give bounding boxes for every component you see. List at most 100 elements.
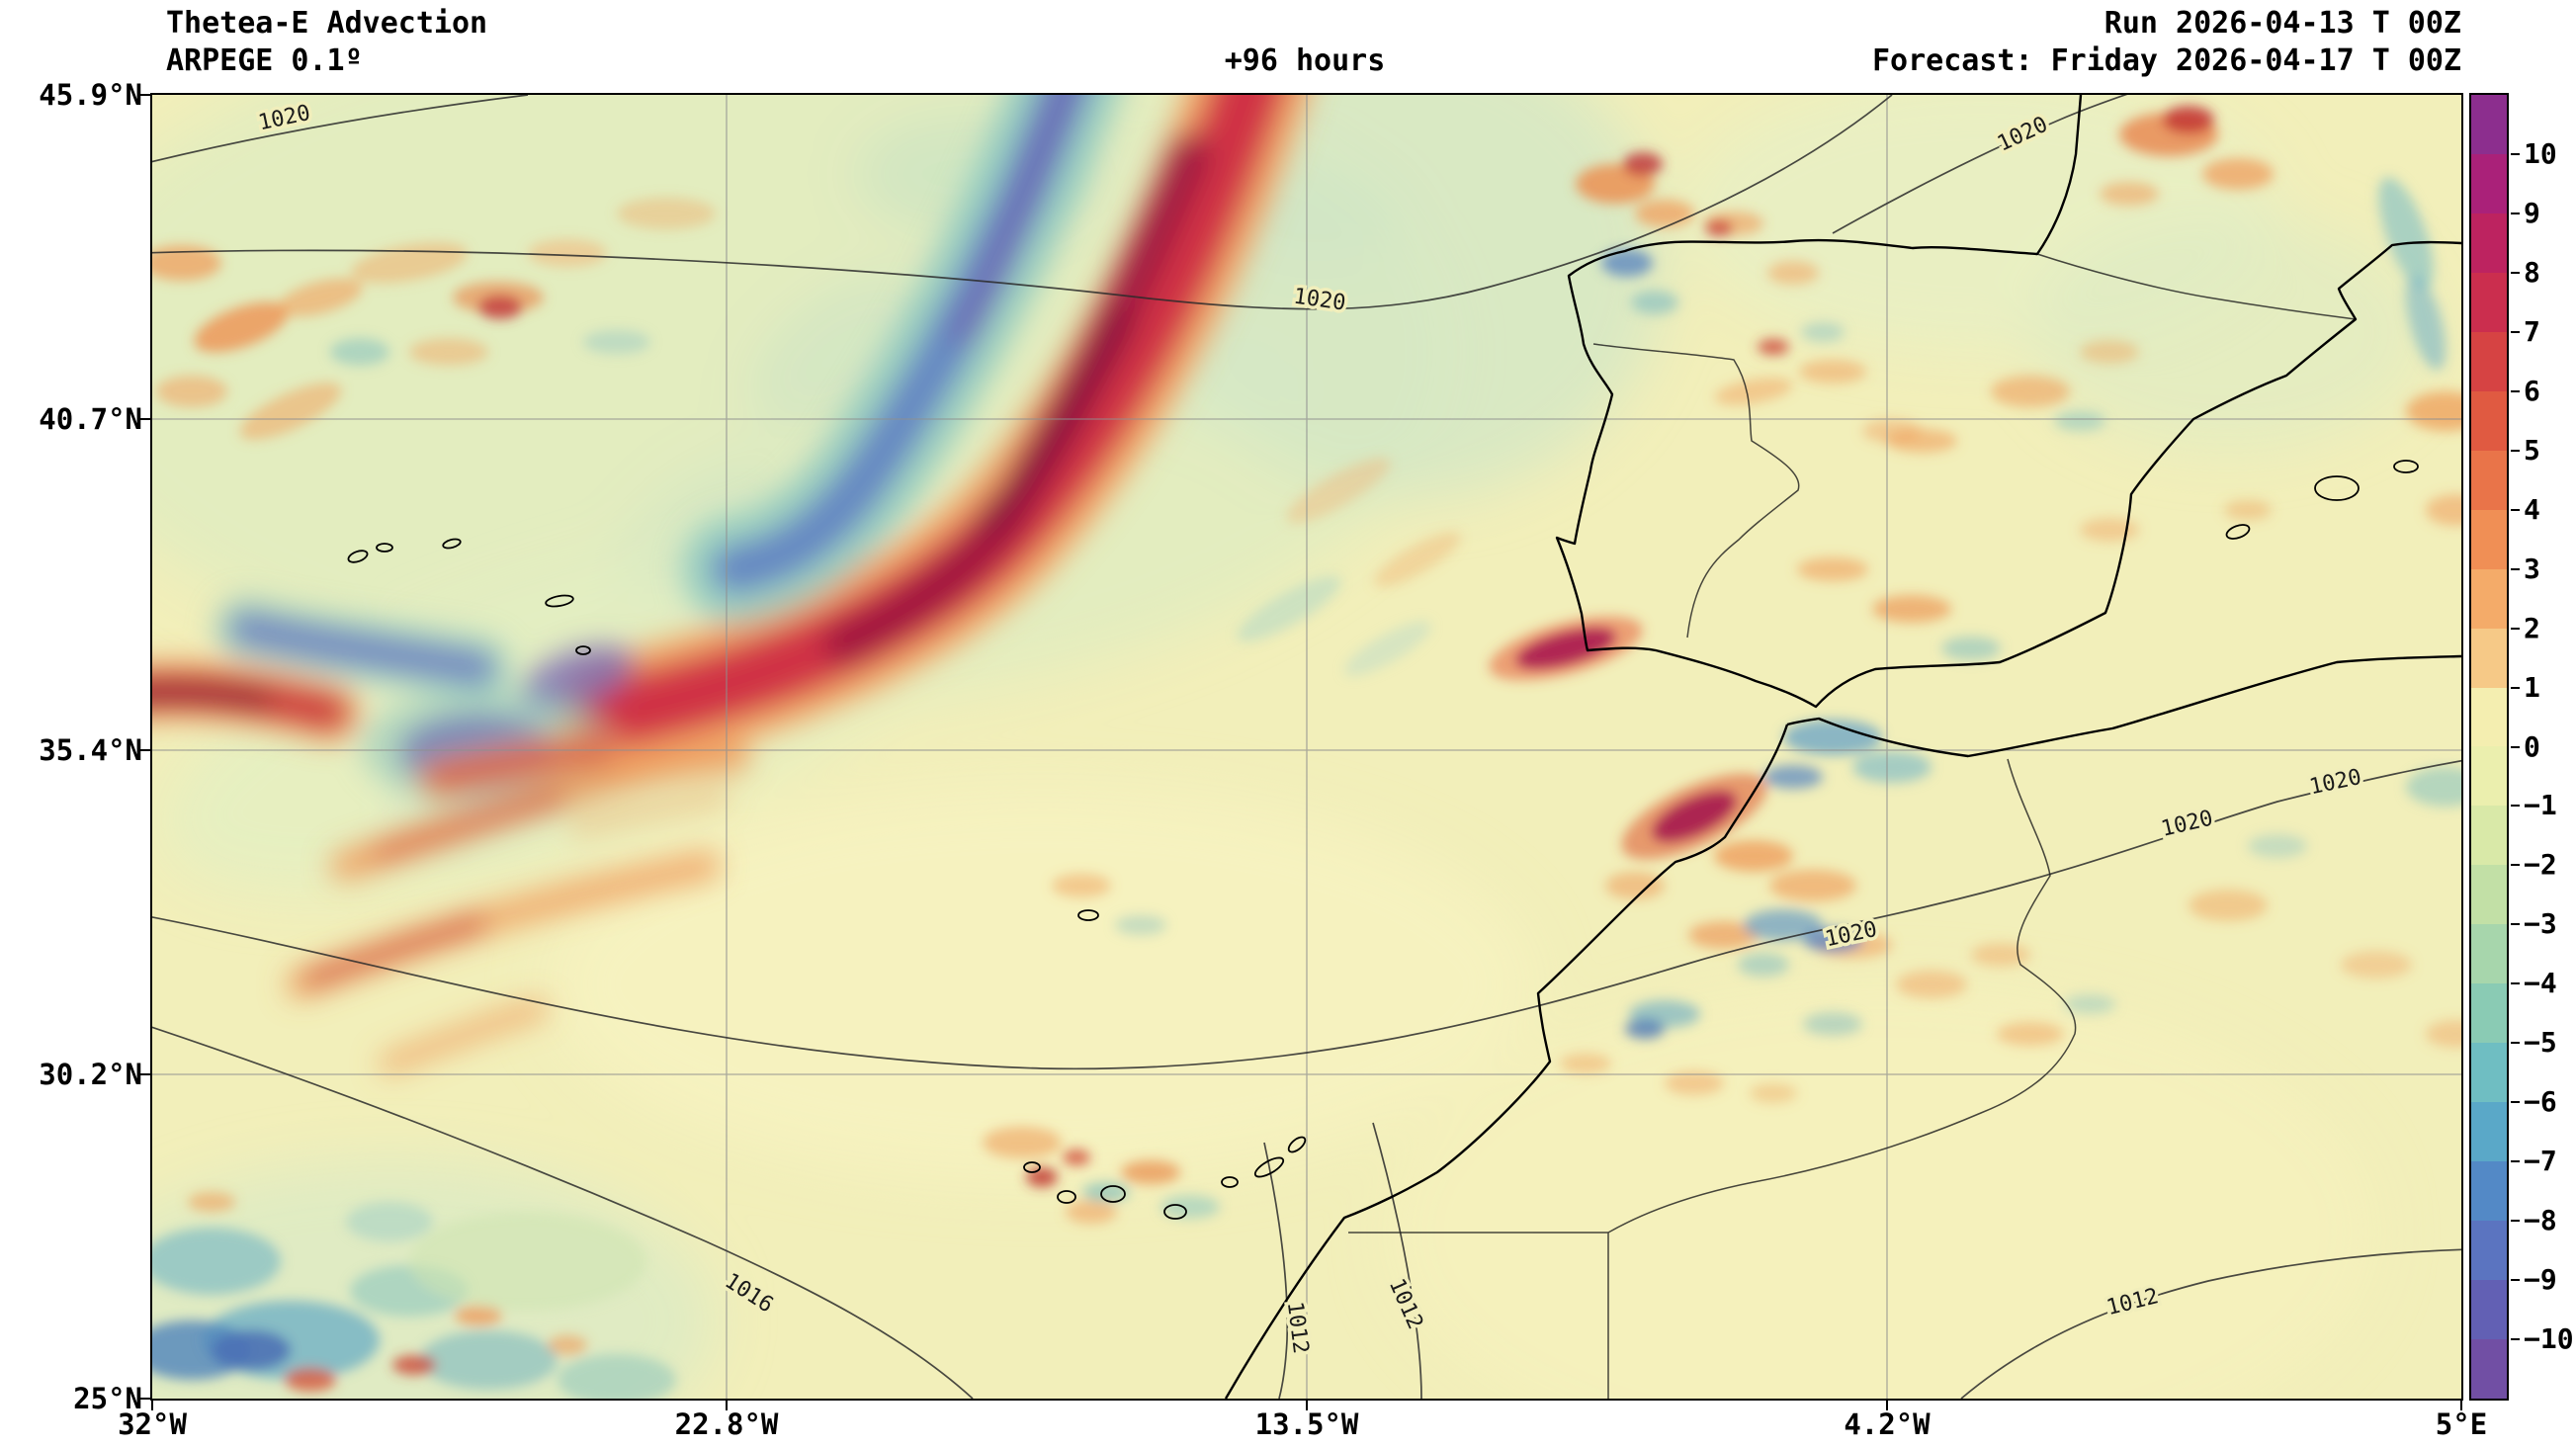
- colorbar-tick-mark: [2511, 212, 2520, 214]
- colorbar-ticks: 10 9 8 7 6 5 4 3 2 1 0 −1 −2 −3 −4 −5 −6 −7 −8 −9 −10: [2511, 95, 2576, 1399]
- colorbar-tick-mark: [2511, 923, 2520, 926]
- colorbar-tick-label: 0: [2524, 729, 2540, 763]
- colorbar: [2469, 93, 2509, 1401]
- tick-mark: [140, 749, 150, 751]
- colorbar-tick-label: 3: [2524, 552, 2540, 585]
- colorbar-tick-mark: [2511, 627, 2520, 630]
- map-title: Thetea-E Advection: [166, 6, 488, 41]
- colorbar-band: [2471, 1102, 2507, 1162]
- colorbar-tick-mark: [2511, 1338, 2520, 1341]
- advection-field-bands: [103, 0, 1319, 1074]
- lat-tick-label: 40.7°N: [39, 402, 142, 436]
- colorbar-band: [2471, 509, 2507, 569]
- colorbar-tick-label: −6: [2524, 1085, 2557, 1119]
- colorbar-tick-mark: [2511, 152, 2520, 155]
- colorbar-band: [2471, 95, 2507, 154]
- colorbar-tick-label: −9: [2524, 1263, 2557, 1297]
- colorbar-tick-label: −10: [2524, 1322, 2574, 1356]
- colorbar-band: [2471, 924, 2507, 984]
- colorbar-tick-mark: [2511, 1101, 2520, 1104]
- lat-tick-label: 30.2°N: [39, 1058, 142, 1091]
- model-label: ARPEGE 0.1º: [166, 43, 363, 78]
- colorbar-tick-label: 10: [2524, 136, 2557, 170]
- tick-mark: [140, 94, 150, 96]
- colorbar-tick-label: 2: [2524, 611, 2540, 644]
- colorbar-tick-mark: [2511, 1042, 2520, 1045]
- advection-map: 1020 1020 1020 1020 1020 1020 1016 1012 …: [34, 0, 2485, 1448]
- graticule: [152, 95, 2461, 1399]
- country-borders: [1348, 253, 2357, 1399]
- colorbar-band: [2471, 1221, 2507, 1281]
- islands: [347, 460, 2419, 1220]
- colorbar-band: [2471, 153, 2507, 213]
- colorbar-tick-mark: [2511, 1279, 2520, 1282]
- tick-mark: [151, 1401, 153, 1410]
- colorbar-tick-mark: [2511, 982, 2520, 985]
- colorbar-band: [2471, 390, 2507, 451]
- colorbar-tick-mark: [2511, 1160, 2520, 1163]
- colorbar-band: [2471, 331, 2507, 391]
- lon-tick-label: 22.8°W: [674, 1407, 779, 1441]
- colorbar-tick-label: −1: [2524, 789, 2557, 822]
- lat-tick-label: 35.4°N: [39, 733, 142, 767]
- colorbar-tick-label: 1: [2524, 670, 2540, 704]
- tick-mark: [1886, 1401, 1888, 1410]
- lat-tick-label: 25°N: [73, 1382, 142, 1415]
- colorbar-tick-label: 9: [2524, 196, 2540, 229]
- colorbar-tick-label: 6: [2524, 374, 2540, 407]
- colorbar-band: [2471, 806, 2507, 866]
- isobar-contours: [141, 89, 2472, 1400]
- lon-tick-label: 4.2°W: [1844, 1407, 1931, 1441]
- colorbar-tick-mark: [2511, 330, 2520, 333]
- colorbar-tick-label: −5: [2524, 1026, 2557, 1060]
- colorbar-tick-mark: [2511, 449, 2520, 452]
- run-label: Run 2026-04-13 T 00Z: [2104, 6, 2461, 41]
- tick-mark: [140, 1073, 150, 1075]
- colorbar-tick-label: −3: [2524, 907, 2557, 941]
- colorbar-tick-mark: [2511, 271, 2520, 274]
- colorbar-band: [2471, 687, 2507, 747]
- forecast-label: Forecast: Friday 2026-04-17 T 00Z: [1871, 43, 2461, 78]
- lon-tick-label: 13.5°W: [1254, 1407, 1359, 1441]
- plot-area: 1020 1020 1020 1020 1020 1020 1016 1012 …: [34, 0, 2485, 1448]
- tick-mark: [140, 1398, 150, 1400]
- colorbar-band: [2471, 568, 2507, 629]
- colorbar-tick-label: −4: [2524, 967, 2557, 1000]
- tick-mark: [2460, 1401, 2462, 1410]
- colorbar-band: [2471, 1280, 2507, 1340]
- tick-mark: [726, 1401, 728, 1410]
- colorbar-tick-mark: [2511, 389, 2520, 392]
- colorbar-tick-label: 7: [2524, 314, 2540, 348]
- colorbar-tick-label: −8: [2524, 1204, 2557, 1237]
- lead-time-label: +96 hours: [1224, 43, 1386, 78]
- tick-mark: [140, 418, 150, 420]
- lat-tick-label: 45.9°N: [39, 78, 142, 112]
- coastlines: [1224, 94, 2462, 1400]
- tick-mark: [1306, 1401, 1308, 1410]
- colorbar-band: [2471, 1161, 2507, 1222]
- colorbar-tick-mark: [2511, 805, 2520, 808]
- colorbar-tick-mark: [2511, 864, 2520, 867]
- lon-tick-label: 32°W: [118, 1407, 187, 1441]
- colorbar-tick-label: 8: [2524, 255, 2540, 289]
- lon-tick-label: 5°E: [2435, 1407, 2488, 1441]
- colorbar-band: [2471, 213, 2507, 273]
- colorbar-band: [2471, 1043, 2507, 1103]
- colorbar-tick-mark: [2511, 508, 2520, 511]
- colorbar-band: [2471, 983, 2507, 1044]
- colorbar-tick-mark: [2511, 567, 2520, 570]
- colorbar-band: [2471, 1339, 2507, 1399]
- colorbar-band: [2471, 865, 2507, 925]
- colorbar-band: [2471, 746, 2507, 807]
- colorbar-tick-mark: [2511, 1220, 2520, 1223]
- colorbar-band: [2471, 272, 2507, 332]
- colorbar-tick-label: 5: [2524, 433, 2540, 467]
- colorbar-tick-mark: [2511, 745, 2520, 748]
- colorbar-band: [2471, 628, 2507, 688]
- colorbar-band: [2471, 450, 2507, 510]
- colorbar-tick-label: −2: [2524, 848, 2557, 882]
- colorbar-tick-label: 4: [2524, 492, 2540, 526]
- colorbar-tick-label: −7: [2524, 1145, 2557, 1178]
- colorbar-tick-mark: [2511, 686, 2520, 689]
